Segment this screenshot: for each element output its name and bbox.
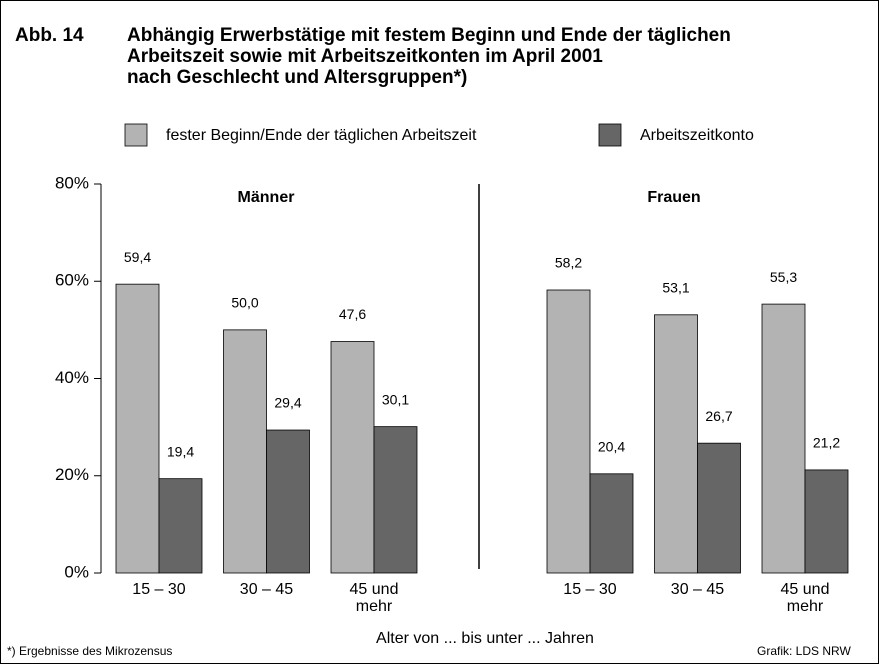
x-tick-label: 15 – 30 bbox=[563, 581, 617, 598]
value-label: 58,2 bbox=[555, 255, 582, 271]
bar bbox=[804, 469, 849, 574]
value-label: 55,3 bbox=[770, 269, 797, 285]
value-label: 20,4 bbox=[598, 439, 625, 455]
bar bbox=[158, 478, 203, 574]
value-label: 50,0 bbox=[231, 295, 258, 311]
value-label: 47,6 bbox=[339, 306, 366, 322]
bar bbox=[589, 473, 634, 574]
value-label: 53,1 bbox=[662, 280, 689, 296]
value-label: 59,4 bbox=[124, 249, 151, 265]
x-axis-label: Alter von ... bis unter ... Jahren bbox=[376, 630, 594, 647]
chart-title: Abhängig Erwerbstätige mit festem Beginn… bbox=[127, 25, 731, 46]
x-tick-label: 45 und mehr bbox=[780, 581, 830, 615]
bar bbox=[546, 289, 591, 574]
bar bbox=[115, 283, 160, 574]
panel-title: Frauen bbox=[647, 189, 700, 206]
bar bbox=[266, 429, 310, 574]
bar bbox=[654, 314, 698, 574]
bar bbox=[330, 341, 375, 574]
x-tick-label: 30 – 45 bbox=[670, 581, 725, 598]
legend-swatch bbox=[124, 123, 148, 147]
panel-title: Männer bbox=[238, 189, 295, 206]
legend-label: fester Beginn/Ende der täglichen Arbeits… bbox=[166, 127, 477, 144]
figure-label: Abb. 14 bbox=[15, 25, 84, 46]
x-tick-label: 15 – 30 bbox=[132, 581, 186, 598]
value-label: 29,4 bbox=[274, 395, 301, 411]
value-label: 26,7 bbox=[705, 408, 732, 424]
y-tick-label: 40% bbox=[55, 368, 89, 387]
source: Grafik: LDS NRW bbox=[757, 644, 851, 658]
y-tick-label: 60% bbox=[55, 271, 89, 290]
x-tick-label: 30 – 45 bbox=[239, 581, 294, 598]
chart-title: Arbeitszeit sowie mit Arbeitszeitkonten … bbox=[127, 46, 603, 67]
bar bbox=[373, 426, 418, 574]
legend-label: Arbeitszeitkonto bbox=[640, 127, 754, 144]
bar bbox=[761, 303, 806, 574]
legend-swatch bbox=[598, 123, 622, 147]
bar bbox=[697, 442, 741, 574]
y-tick-label: 20% bbox=[55, 465, 89, 484]
value-label: 30,1 bbox=[382, 391, 409, 407]
bar bbox=[223, 329, 267, 574]
y-tick-label: 80% bbox=[55, 173, 89, 192]
value-label: 19,4 bbox=[167, 443, 194, 459]
x-tick-label: 45 und mehr bbox=[349, 581, 399, 615]
y-tick-label: 0% bbox=[64, 562, 89, 581]
footnote: *) Ergebnisse des Mikrozensus bbox=[7, 644, 172, 658]
value-label: 21,2 bbox=[813, 435, 840, 451]
chart-title: nach Geschlecht und Altersgruppen*) bbox=[127, 67, 467, 88]
